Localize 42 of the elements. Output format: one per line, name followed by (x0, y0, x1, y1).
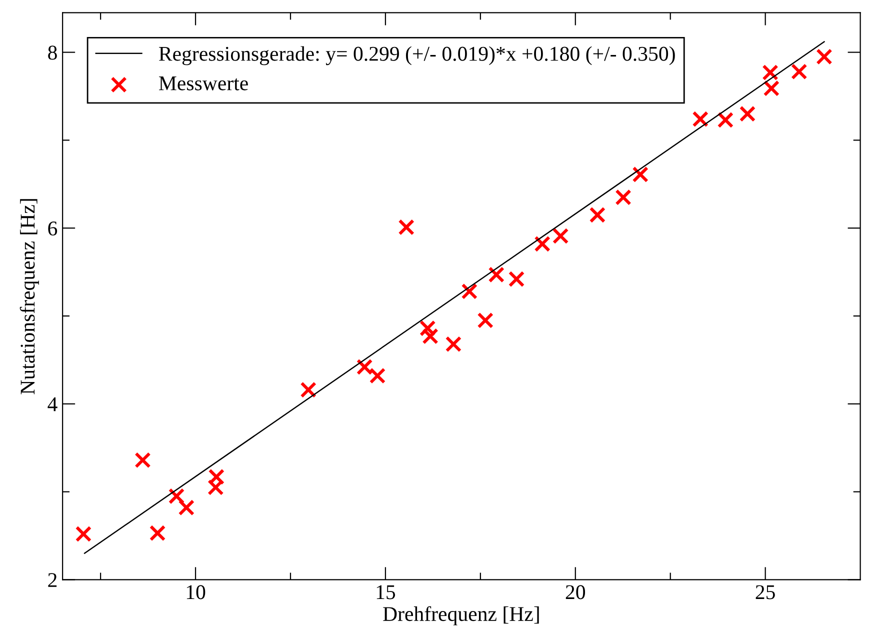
point (168, 488, 185, 504)
point (816, 48, 832, 65)
point (356, 358, 373, 376)
point (422, 328, 438, 344)
y-tick-label: 2 (48, 573, 57, 587)
point (398, 219, 414, 236)
point (300, 382, 316, 398)
point (534, 236, 550, 252)
y-tick-label: 4 (48, 397, 58, 412)
x-tick-label: 10 (186, 585, 206, 600)
point (134, 452, 151, 468)
point (791, 64, 808, 80)
point (552, 228, 569, 244)
point (149, 524, 166, 542)
legend-label: Messwerte (159, 76, 248, 90)
point (369, 368, 386, 384)
point (178, 499, 195, 516)
point (488, 266, 505, 283)
point (763, 80, 780, 96)
point (615, 189, 632, 206)
point (461, 283, 478, 300)
y-tick-label: 8 (48, 46, 57, 60)
y-tick-label: 6 (48, 222, 58, 236)
point (717, 112, 734, 128)
point (762, 64, 778, 81)
point (445, 336, 462, 352)
point (589, 206, 606, 224)
point (477, 312, 494, 328)
point (692, 110, 708, 128)
x-tick-label: 15 (376, 585, 396, 600)
point (632, 166, 648, 183)
x-tick-label: 20 (566, 585, 586, 600)
y-axis-title: Nutationsfrequenz [Hz] (20, 199, 39, 394)
point (739, 106, 756, 122)
point (208, 479, 224, 496)
point (508, 270, 525, 288)
point (208, 468, 225, 485)
point (75, 526, 92, 542)
x-tick-label: 25 (756, 585, 775, 600)
legend-label: Regressionsgerade: y= 0.299 (+/- 0.019)*x +0.180 (+/- 0.350) (159, 46, 675, 66)
point (420, 320, 436, 336)
x-axis-title: Drehfrequenz [Hz] (383, 606, 539, 626)
